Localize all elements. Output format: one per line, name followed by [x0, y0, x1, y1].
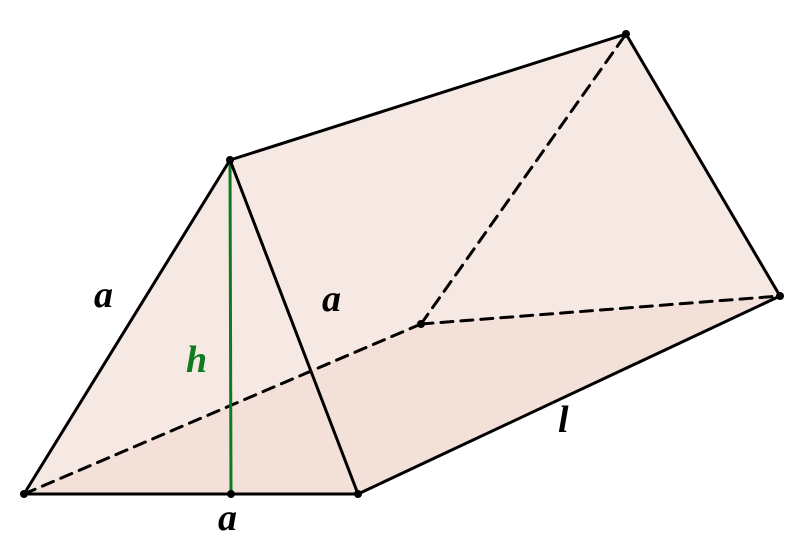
- vertex-dot: [354, 490, 362, 498]
- label-a_right: a: [322, 278, 341, 320]
- height-line: [230, 160, 231, 494]
- label-a_bottom: a: [218, 497, 237, 535]
- vertex-dot: [417, 320, 425, 328]
- vertex-dot: [226, 156, 234, 164]
- label-l: l: [558, 399, 569, 441]
- label-a_left: a: [94, 274, 113, 316]
- vertex-dot: [776, 292, 784, 300]
- vertex-dot: [20, 490, 28, 498]
- vertex-dot: [622, 30, 630, 38]
- label-h: h: [186, 339, 207, 381]
